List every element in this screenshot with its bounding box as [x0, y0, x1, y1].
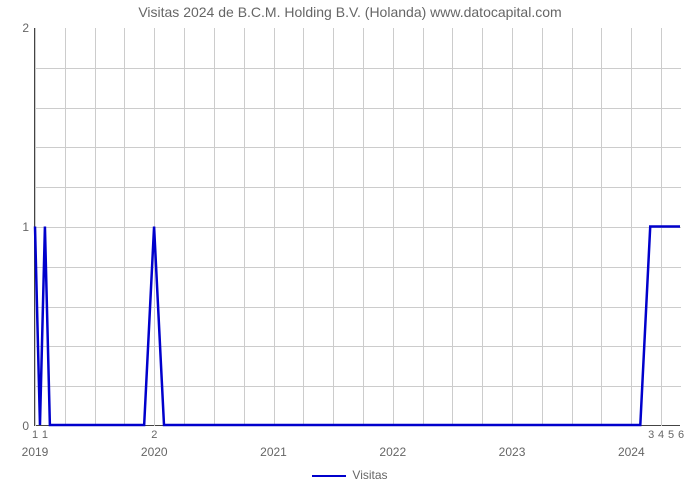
legend-label: Visitas	[352, 468, 387, 482]
x-axis-sub-label: 3	[648, 429, 654, 441]
x-axis-label: 2024	[618, 445, 645, 459]
legend-swatch	[312, 475, 346, 478]
y-axis-label: 1	[22, 220, 29, 234]
x-axis-sub-label: 1	[42, 429, 48, 441]
x-axis-label: 2021	[260, 445, 287, 459]
plot-area: 0121123456201920202021202220232024	[34, 28, 680, 426]
y-axis-label: 0	[22, 419, 29, 433]
x-axis-label: 2020	[141, 445, 168, 459]
x-axis-label: 2022	[379, 445, 406, 459]
x-axis-label: 2019	[22, 445, 49, 459]
x-axis-sub-label: 1	[32, 429, 38, 441]
x-axis-sub-label: 2	[151, 429, 157, 441]
chart-title: Visitas 2024 de B.C.M. Holding B.V. (Hol…	[0, 4, 700, 20]
y-axis-label: 2	[22, 21, 29, 35]
visits-chart: Visitas 2024 de B.C.M. Holding B.V. (Hol…	[0, 0, 700, 500]
x-axis-sub-label: 5	[668, 429, 674, 441]
x-axis-sub-label: 4	[658, 429, 664, 441]
series-line	[35, 28, 680, 425]
x-axis-label: 2023	[499, 445, 526, 459]
x-axis-sub-label: 6	[678, 429, 684, 441]
legend: Visitas	[0, 468, 700, 482]
